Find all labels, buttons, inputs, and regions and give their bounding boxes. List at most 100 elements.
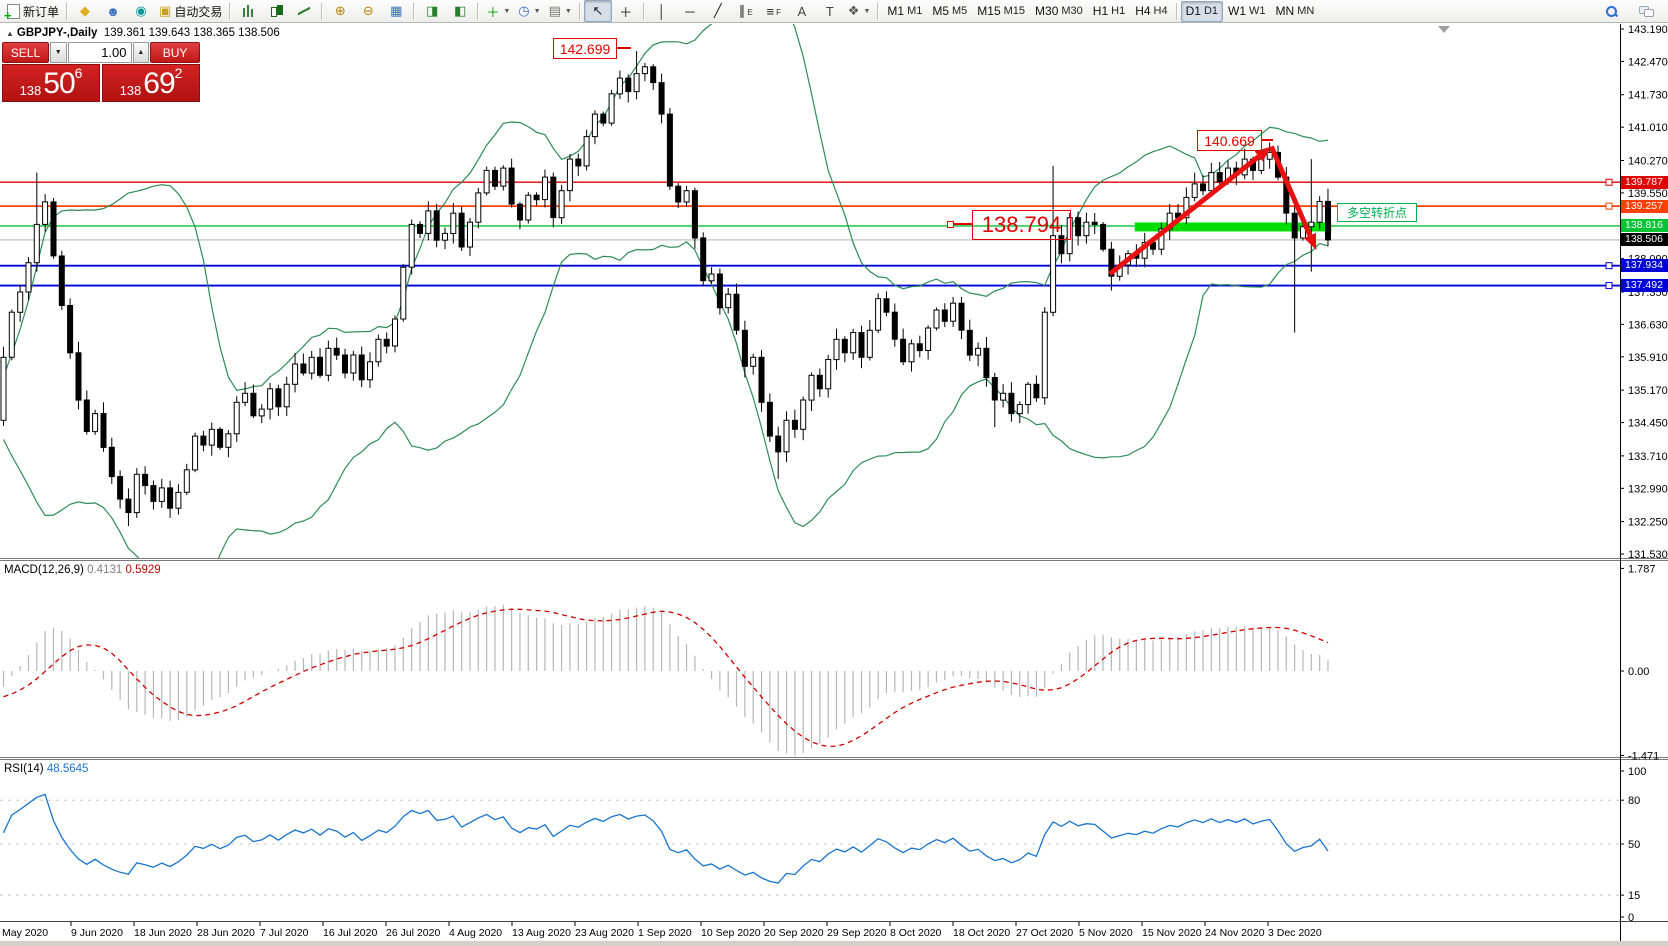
trendline-button[interactable]: ╱: [704, 0, 732, 22]
buy-button[interactable]: BUY: [150, 42, 200, 63]
auto-scroll-button[interactable]: ◨: [418, 0, 446, 22]
horizontal-line-button[interactable]: ─: [676, 0, 704, 22]
price-label-140669[interactable]: 140.669: [1197, 130, 1262, 151]
autotrading-button[interactable]: ▣ 自动交易: [155, 0, 226, 22]
sell-button[interactable]: SELL: [2, 42, 49, 63]
volume-input[interactable]: [67, 42, 132, 63]
rsi-indicator: [2, 793, 1329, 884]
new-order-icon: [4, 3, 20, 23]
timeframe-mn-label: MN: [1275, 4, 1295, 18]
macd-tick-label: 0.00: [1628, 666, 1649, 678]
macd-label: MACD(12,26,9) 0.4131 0.5929: [4, 564, 161, 576]
rsi-tick-label: 0: [1628, 912, 1634, 924]
price-label-138794[interactable]: 138.794: [972, 210, 1071, 240]
tile-windows-button[interactable]: ▦: [382, 0, 410, 22]
date-tick-label: May 2020: [2, 927, 48, 939]
line-handle[interactable]: [1605, 262, 1613, 270]
candlestick-chart-icon: [270, 5, 284, 17]
line-handle[interactable]: [1605, 202, 1613, 210]
chart-shift-marker[interactable]: [1438, 26, 1450, 33]
chart-shift-button[interactable]: ◧: [446, 0, 474, 22]
timeframe-h4-label: H4: [1135, 4, 1151, 18]
timeframe-m1[interactable]: M1 M1: [882, 1, 927, 22]
pivot-note-label[interactable]: 多空转折点: [1337, 203, 1417, 222]
price-tick-label: 133.710: [1628, 451, 1668, 463]
price-label-142699[interactable]: 142.699: [553, 38, 617, 59]
chart-symbol-info: ▲ GBPJPY-,Daily 139.361 139.643 138.365 1…: [6, 27, 280, 39]
templates-button[interactable]: ▤ ▼: [545, 0, 576, 22]
text-button[interactable]: A: [788, 0, 816, 22]
dropdown-caret-icon: ▼: [503, 7, 511, 15]
level-price-tag: 137.492: [1621, 279, 1668, 293]
channel-button[interactable]: ∥ E: [732, 0, 760, 22]
fibonacci-button[interactable]: ≡ F: [760, 0, 788, 22]
dropdown-caret-icon: ▼: [564, 7, 572, 15]
level-price-tag: 139.787: [1621, 175, 1668, 189]
volume-increase-button[interactable]: ▲: [132, 42, 150, 63]
price-tick-label: 135.170: [1628, 385, 1668, 397]
bid-price-panel[interactable]: 138 50 6: [2, 64, 100, 102]
toolbar-separator: [321, 2, 324, 20]
auto-scroll-glyph: ◨: [426, 3, 439, 18]
periods-button[interactable]: ◷ ▼: [514, 0, 544, 22]
signals-icon-glyph: ◉: [135, 3, 147, 18]
line-chart-button[interactable]: [290, 0, 318, 22]
highlighter-icon[interactable]: ◆: [71, 0, 99, 22]
new-order-button[interactable]: 新订单: [3, 0, 63, 23]
autotrading-glyph: ▣: [159, 3, 172, 18]
bar-chart-button[interactable]: [234, 0, 262, 22]
rsi-name: RSI(14): [4, 763, 44, 775]
dropdown-caret-icon: ▼: [533, 7, 541, 15]
ask-price-panel[interactable]: 138 69 2: [102, 64, 200, 102]
date-tick-label: 27 Oct 2020: [1016, 927, 1073, 939]
timeframe-m15-label: M15: [977, 4, 1001, 18]
indicators-button[interactable]: ＋ ▼: [482, 0, 514, 22]
zoom-in-button[interactable]: ⊕: [326, 0, 354, 22]
label-connector: [1261, 139, 1273, 141]
cursor-button[interactable]: ↖: [583, 0, 612, 22]
oneclick-collapse-icon[interactable]: ▲: [6, 29, 14, 38]
volume-decrease-button[interactable]: ▼: [49, 42, 67, 63]
fibonacci-glyph: ≡: [766, 3, 775, 19]
date-tick-label: 26 Jul 2020: [386, 927, 440, 939]
zoom-out-button[interactable]: ⊖: [354, 0, 382, 22]
timeframe-m30[interactable]: M30 M30: [1030, 1, 1088, 22]
bollinger-bands: [2, 24, 1329, 558]
community-icon[interactable]: ☻: [99, 0, 127, 22]
line-handle[interactable]: [1605, 178, 1613, 186]
candlestick-chart-button[interactable]: [262, 0, 290, 22]
signals-icon[interactable]: ◉: [127, 0, 155, 22]
search-button[interactable]: [1597, 0, 1625, 22]
bollinger-lower-line: [2, 241, 1329, 558]
toolbar-separator: [66, 2, 69, 20]
timeframe-d1[interactable]: D1 D1: [1180, 0, 1224, 22]
timeframe-w1-label: W1: [1249, 5, 1266, 17]
timeframe-m5[interactable]: M5 M5: [927, 1, 972, 22]
timeframe-mn-label: MN: [1297, 5, 1315, 17]
cursor-glyph: ↖: [592, 3, 604, 18]
timeframe-w1[interactable]: W1 W1: [1223, 1, 1271, 22]
main-toolbar: 新订单◆☻◉▣自动交易⊕⊖▦◨◧＋▼◷▼▤▼↖＋│─╱∥E≡FAT❖▼M1M1M…: [0, 0, 1668, 23]
timeframe-h1-label: H1: [1111, 5, 1126, 17]
timeframe-mn[interactable]: MN MN: [1271, 1, 1320, 22]
toolbar-separator: [578, 2, 581, 20]
timeframe-m5-label: M5: [932, 4, 950, 18]
timeframe-h1[interactable]: H1 H1: [1088, 1, 1130, 22]
ask-pip-digit: 2: [174, 65, 183, 81]
label-anchor-handle[interactable]: [947, 221, 954, 228]
timeframe-m1-label: M1: [887, 4, 905, 18]
timeframe-h4[interactable]: H4 H4: [1130, 1, 1172, 22]
line-handle[interactable]: [1605, 282, 1613, 290]
arrows-button[interactable]: ❖ ▼: [844, 0, 875, 22]
timeframe-m15[interactable]: M15 M15: [972, 1, 1030, 22]
chat-button[interactable]: [1631, 0, 1659, 22]
date-tick-label: 18 Oct 2020: [953, 927, 1010, 939]
timeframe-m1-label: M1: [907, 5, 923, 17]
pivot-zone-bar[interactable]: [1134, 222, 1332, 232]
date-tick-label: 29 Sep 2020: [827, 927, 887, 939]
crosshair-button[interactable]: ＋: [612, 0, 640, 22]
price-tick-label: 141.730: [1628, 90, 1668, 102]
text-label-button[interactable]: T: [816, 0, 844, 22]
vertical-line-button[interactable]: │: [648, 0, 676, 22]
chat-icon: [1638, 6, 1654, 17]
